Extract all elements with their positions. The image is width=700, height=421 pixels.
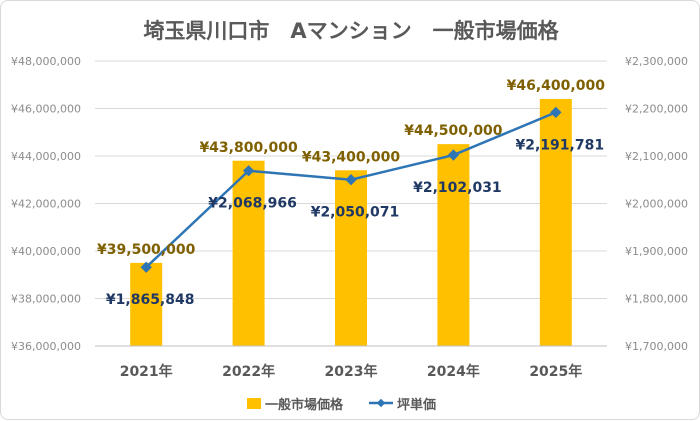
right-y-tick-label: ¥1,800,000 bbox=[625, 293, 688, 306]
right-y-tick-label: ¥1,700,000 bbox=[625, 340, 688, 353]
line-point bbox=[447, 149, 460, 161]
bar bbox=[437, 144, 470, 346]
line-value-label: ¥2,068,966 bbox=[208, 196, 297, 212]
line-point bbox=[242, 165, 255, 177]
legend-swatch-bar bbox=[247, 398, 261, 409]
left-y-tick-label: ¥40,000,000 bbox=[11, 245, 81, 258]
right-y-tick-label: ¥2,100,000 bbox=[625, 150, 688, 163]
line-value-label: ¥2,102,031 bbox=[413, 180, 502, 196]
bar-value-label: ¥46,400,000 bbox=[507, 78, 606, 94]
bar-value-label: ¥44,500,000 bbox=[404, 123, 503, 139]
line-series bbox=[140, 106, 562, 273]
line-value-label: ¥2,191,781 bbox=[516, 137, 605, 153]
right-y-tick-label: ¥1,900,000 bbox=[625, 245, 688, 258]
right-y-tick-label: ¥2,000,000 bbox=[625, 198, 688, 211]
right-y-axis: ¥1,700,000 ¥1,800,000 ¥1,900,000 ¥2,000,000… bbox=[625, 55, 688, 353]
bar bbox=[232, 160, 265, 346]
left-y-tick-label: ¥36,000,000 bbox=[11, 340, 81, 353]
data-labels: ¥39,500,000 ¥43,800,000¥43,400,000¥44,500… bbox=[97, 78, 605, 308]
left-y-tick-label: ¥48,000,000 bbox=[11, 55, 81, 68]
bar bbox=[539, 99, 572, 346]
x-tick-label: 2024年 bbox=[427, 363, 480, 380]
line-value-label: ¥1,865,848 bbox=[106, 292, 195, 308]
legend-label-bar: 一般市場価格 bbox=[265, 397, 344, 413]
x-tick-label: 2023年 bbox=[325, 363, 378, 380]
x-tick-label: 2022年 bbox=[222, 363, 275, 380]
bar-value-label: ¥43,800,000 bbox=[199, 140, 298, 156]
left-y-tick-label: ¥42,000,000 bbox=[11, 198, 81, 211]
left-y-axis: ¥36,000,000 ¥38,000,000 ¥40,000,000 ¥42,000… bbox=[11, 55, 81, 353]
x-tick-label: 2025年 bbox=[529, 363, 582, 380]
line-point bbox=[140, 261, 152, 273]
bar-series bbox=[130, 99, 572, 346]
chart-title: 埼玉県川口市 Aマンション 一般市場価格 bbox=[143, 19, 559, 43]
left-y-tick-label: ¥44,000,000 bbox=[11, 150, 81, 163]
x-tick-label: 2021年 bbox=[120, 363, 173, 380]
bar-value-label: ¥43,400,000 bbox=[302, 149, 401, 165]
left-y-tick-label: ¥38,000,000 bbox=[11, 293, 81, 306]
line-value-label: ¥2,050,071 bbox=[311, 205, 400, 221]
legend-label-line: 坪単価 bbox=[397, 397, 436, 413]
bar bbox=[130, 262, 163, 346]
bar bbox=[335, 170, 367, 346]
legend-swatch-marker bbox=[376, 398, 386, 408]
line-point bbox=[345, 174, 357, 186]
left-y-tick-label: ¥46,000,000 bbox=[11, 103, 81, 116]
bar-value-label: ¥39,500,000 bbox=[97, 242, 196, 258]
legend: 一般市場価格 坪単価 bbox=[247, 397, 436, 413]
right-y-tick-label: ¥2,300,000 bbox=[625, 55, 688, 68]
right-y-tick-label: ¥2,200,000 bbox=[625, 103, 688, 116]
x-axis: 2021年 2022年 2023年 2024年 2025年 bbox=[95, 345, 607, 380]
